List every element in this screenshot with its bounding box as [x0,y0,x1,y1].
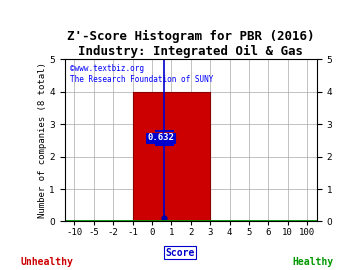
Bar [132,92,210,221]
Text: ©www.textbiz.org
The Research Foundation of SUNY: ©www.textbiz.org The Research Foundation… [70,64,213,84]
Text: Unhealthy: Unhealthy [21,257,73,267]
Text: Score: Score [165,248,195,258]
Text: Healthy: Healthy [293,257,334,267]
Y-axis label: Number of companies (8 total): Number of companies (8 total) [37,62,46,218]
Title: Z'-Score Histogram for PBR (2016)
Industry: Integrated Oil & Gas: Z'-Score Histogram for PBR (2016) Indust… [67,30,315,58]
Text: 0.632: 0.632 [147,133,174,143]
